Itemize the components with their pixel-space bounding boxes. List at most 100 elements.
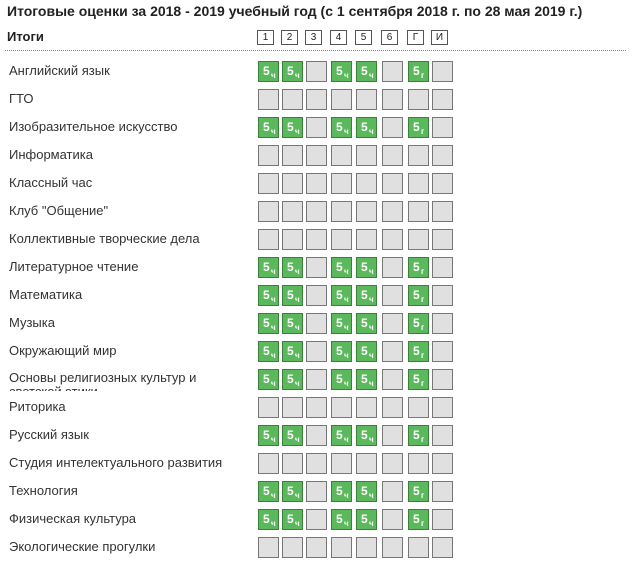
grade-cell-empty[interactable]: [408, 89, 429, 110]
grade-cell-empty[interactable]: [282, 537, 303, 558]
grade-cell-empty[interactable]: [306, 481, 327, 502]
grade-cell-empty[interactable]: [331, 201, 352, 222]
grade-cell-empty[interactable]: [432, 369, 453, 390]
grade-cell-empty[interactable]: [258, 145, 279, 166]
grade-cell-empty[interactable]: [382, 89, 403, 110]
grade-cell-empty[interactable]: [382, 173, 403, 194]
grade-cell-empty[interactable]: [382, 509, 403, 530]
grade-cell-empty[interactable]: [382, 257, 403, 278]
grade-cell-empty[interactable]: [432, 453, 453, 474]
grade-cell-empty[interactable]: [282, 229, 303, 250]
grade-cell-empty[interactable]: [356, 453, 377, 474]
grade-cell-empty[interactable]: [382, 145, 403, 166]
grade-cell-empty[interactable]: [331, 397, 352, 418]
grade-cell-empty[interactable]: [382, 537, 403, 558]
grade-cell-empty[interactable]: [306, 285, 327, 306]
grade-cell-empty[interactable]: [306, 229, 327, 250]
grade-cell-empty[interactable]: [432, 313, 453, 334]
grade-cell-empty[interactable]: [382, 313, 403, 334]
grade-cell-empty[interactable]: [382, 201, 403, 222]
grade-cell-empty[interactable]: [356, 89, 377, 110]
grade-cell-empty[interactable]: [432, 481, 453, 502]
grade-cell-empty[interactable]: [306, 257, 327, 278]
grade-cell-empty[interactable]: [306, 61, 327, 82]
grade-cell-empty[interactable]: [432, 285, 453, 306]
grade-cell-empty[interactable]: [331, 145, 352, 166]
grade-cell-empty[interactable]: [306, 537, 327, 558]
grade-cell-empty[interactable]: [408, 397, 429, 418]
grade-cell-empty[interactable]: [408, 453, 429, 474]
grade-cell-empty[interactable]: [382, 229, 403, 250]
grade-cell-empty[interactable]: [382, 481, 403, 502]
grade-cell-empty[interactable]: [408, 201, 429, 222]
grade-cell-empty[interactable]: [282, 201, 303, 222]
grade-cell-empty[interactable]: [331, 173, 352, 194]
grade-cell-empty[interactable]: [356, 397, 377, 418]
grade-cell-empty[interactable]: [432, 201, 453, 222]
grade-cell-empty[interactable]: [306, 509, 327, 530]
grade-cell-empty[interactable]: [432, 173, 453, 194]
grade-cell-empty[interactable]: [408, 145, 429, 166]
grade-cell-empty[interactable]: [282, 173, 303, 194]
grade-cell-empty[interactable]: [382, 117, 403, 138]
grade-cell-empty[interactable]: [306, 453, 327, 474]
grade-cell-empty[interactable]: [356, 145, 377, 166]
grade-cell-empty[interactable]: [432, 117, 453, 138]
grade-cell-empty[interactable]: [306, 89, 327, 110]
grade-cell-empty[interactable]: [282, 453, 303, 474]
grade-cell-empty[interactable]: [306, 425, 327, 446]
grade-cell-empty[interactable]: [432, 425, 453, 446]
grade-cell-empty[interactable]: [356, 229, 377, 250]
grade-cell-empty[interactable]: [382, 369, 403, 390]
grade-cell-empty[interactable]: [432, 537, 453, 558]
grade-cell-empty[interactable]: [258, 229, 279, 250]
grade-cell-empty[interactable]: [331, 537, 352, 558]
grade-cell-empty[interactable]: [282, 397, 303, 418]
grade-cell-empty[interactable]: [432, 341, 453, 362]
grade-cell-empty[interactable]: [258, 89, 279, 110]
grade-cell-empty[interactable]: [408, 173, 429, 194]
grade-cell-empty[interactable]: [432, 509, 453, 530]
grade-cell-empty[interactable]: [306, 201, 327, 222]
grade-cell-empty[interactable]: [356, 201, 377, 222]
grade-cell-empty[interactable]: [432, 145, 453, 166]
